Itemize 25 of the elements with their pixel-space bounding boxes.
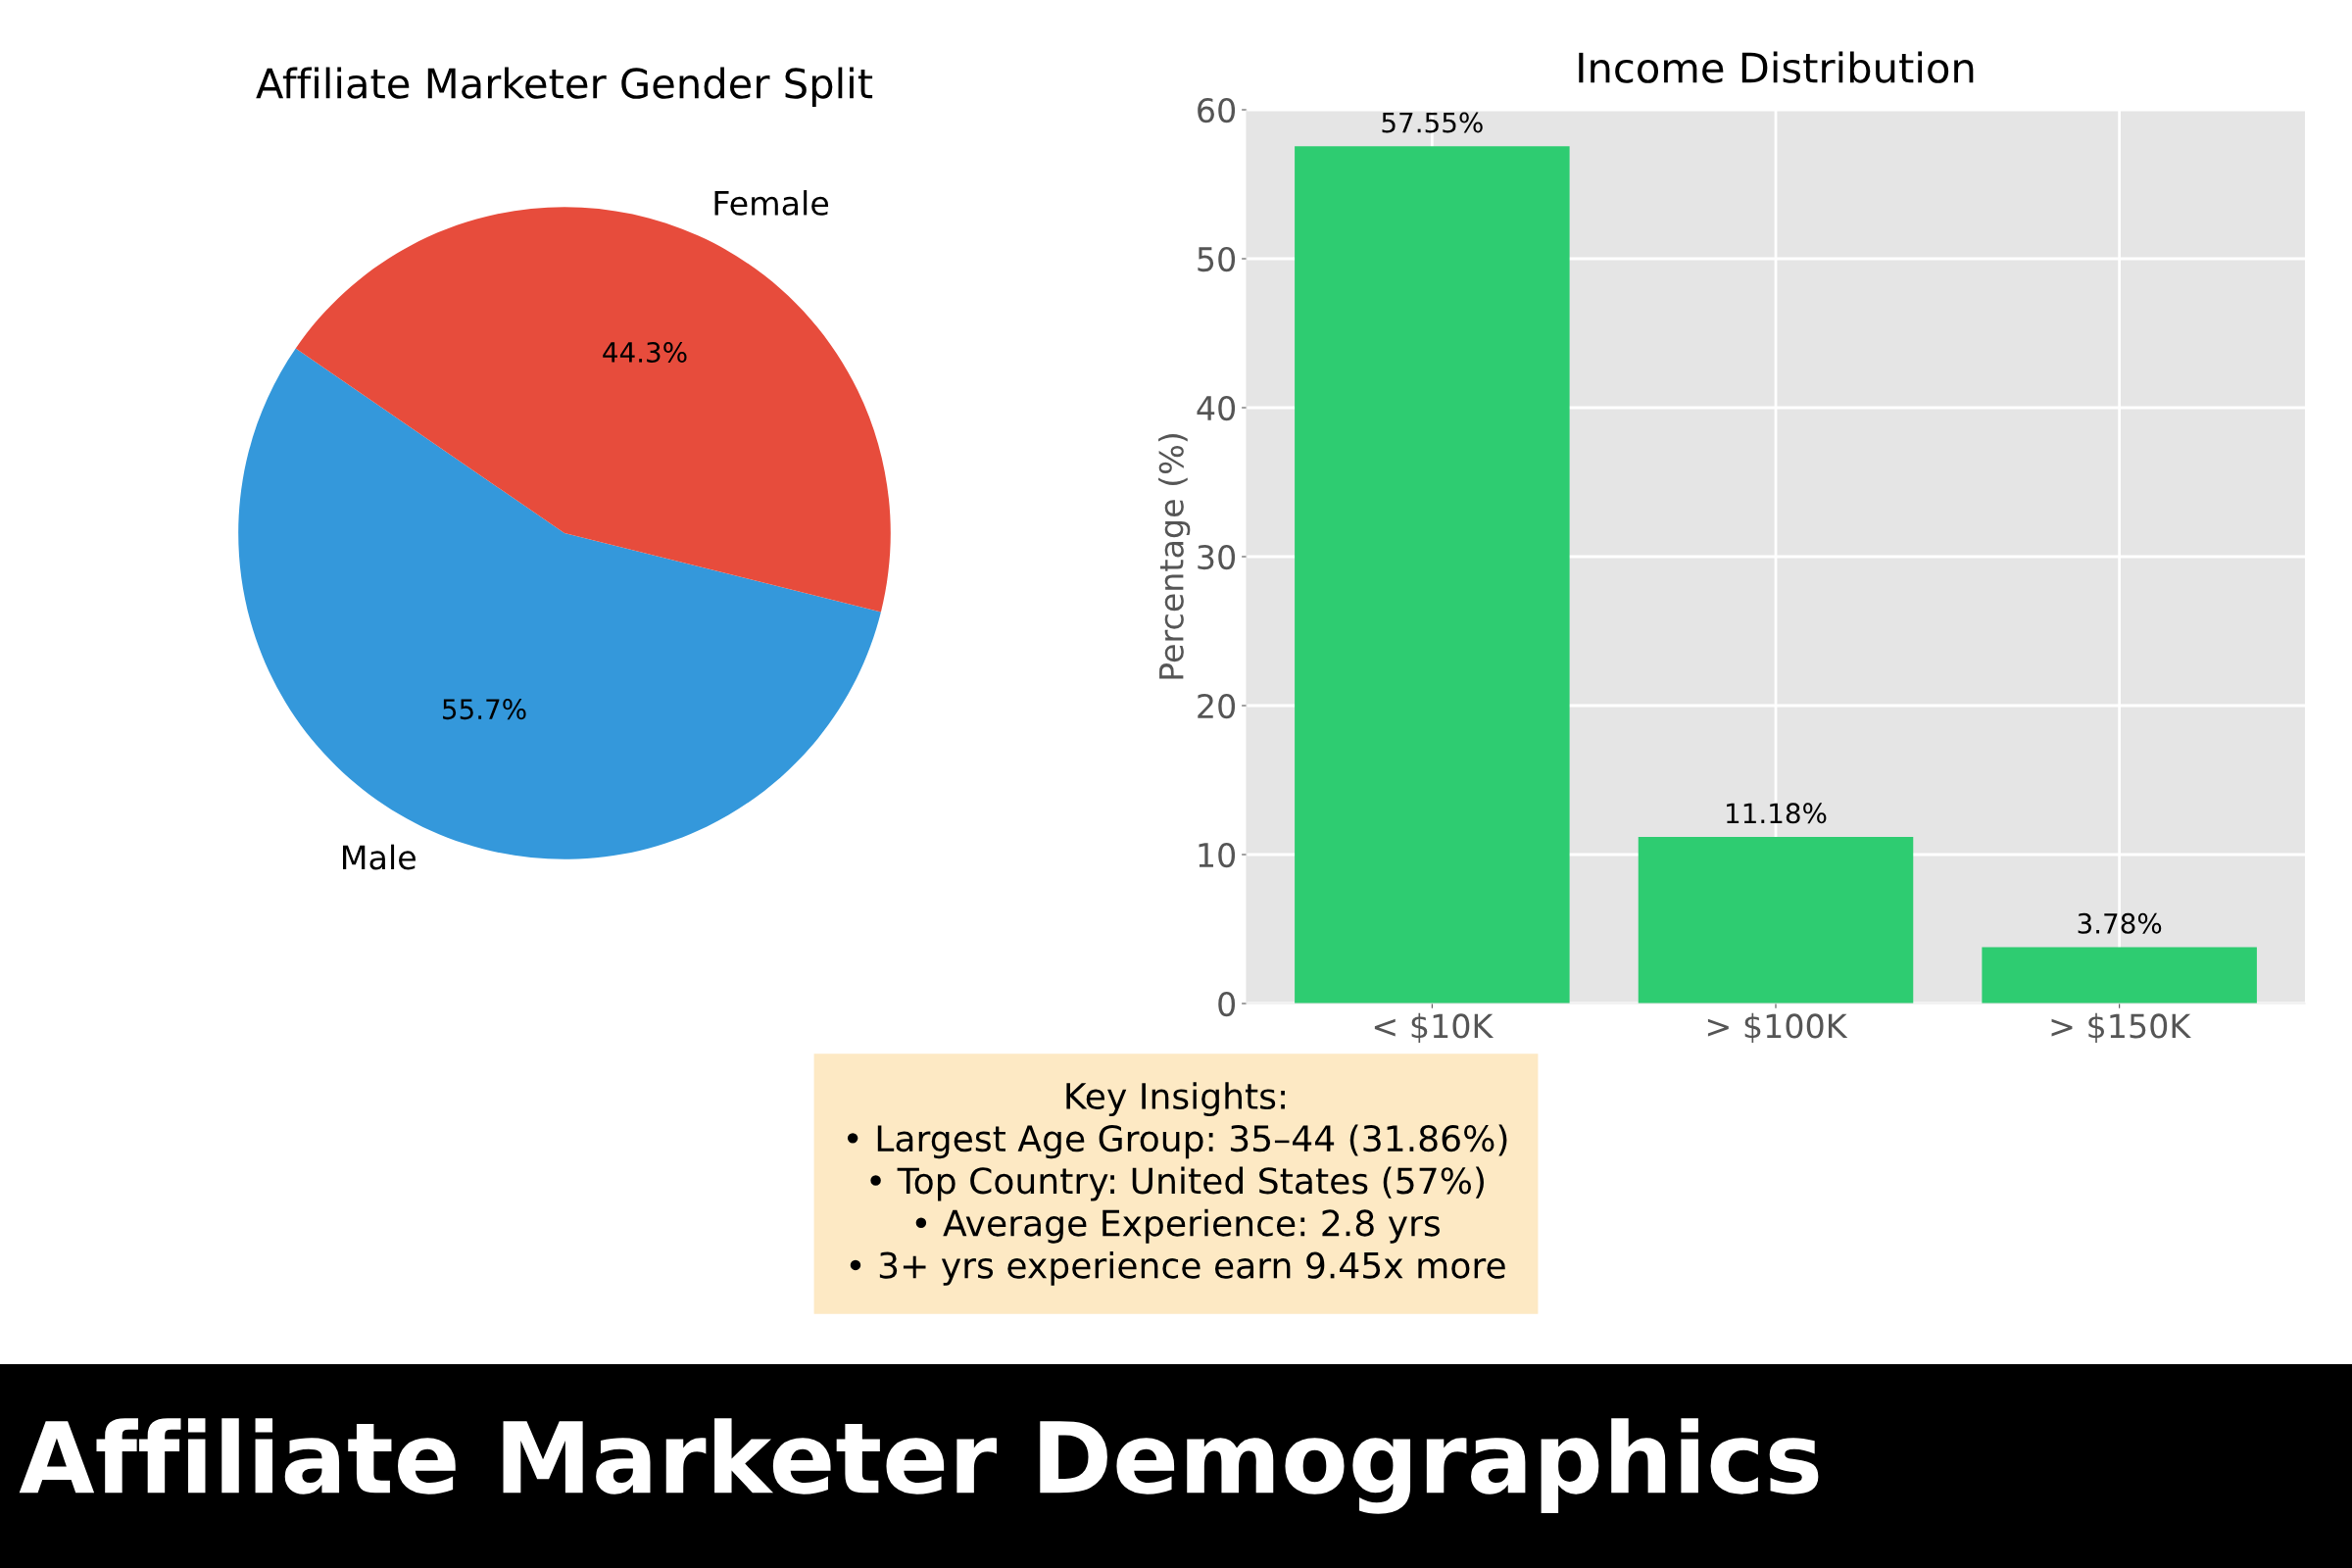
y-tick-label: 40 [1197,395,1236,421]
chart-title: Affiliate Marketer Gender Split [256,67,873,107]
y-tick-label: 20 [1198,693,1236,719]
x-tick-label: < $10K [1374,1012,1494,1043]
data-label: 44.3% [603,341,687,363]
y-tick-label: 50 [1198,246,1236,272]
y-axis-title: Percentage (%) [1158,433,1191,679]
text: Affiliate Marketer Demographics [19,1418,1819,1514]
data-label: 11.18% [1727,803,1827,824]
y-tick-label: 0 [1218,991,1236,1017]
x-tick-label: > $100K [1707,1012,1848,1043]
bar [1982,947,2257,1004]
slice-label: Female [714,190,829,216]
chart-title: Income Distribution [1579,51,1974,83]
y-tick-label: 10 [1199,842,1236,868]
data-label: 3.78% [2078,912,2162,934]
bar [1295,146,1570,1004]
y-tick-label: 30 [1198,544,1236,570]
slice-label: Male [343,844,416,870]
x-tick-label: > $150K [2051,1012,2191,1043]
text: Key Insights: • Largest Age Group: 35–44 (31.86%) • Top Country: United States (57%) • Average Experience: 2.8 yrs • 3+ yrs experience earn 9.45x more [847,1082,1507,1286]
y-tick-label: 60 [1198,97,1236,123]
bar [1638,837,1914,1004]
data-label: 55.7% [443,699,526,720]
data-label: 57.55% [1382,112,1483,133]
